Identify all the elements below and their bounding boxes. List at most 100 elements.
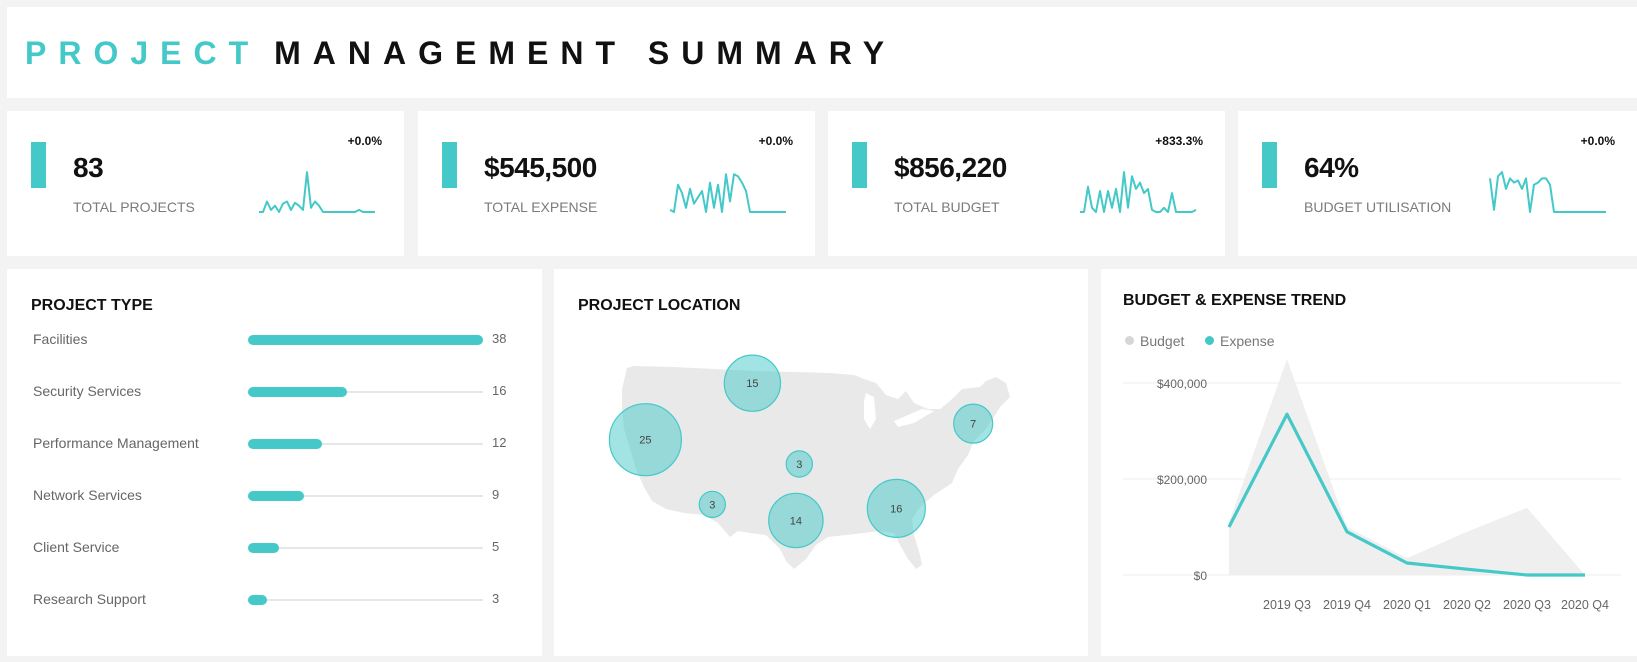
kpi-accent-bar [442, 142, 457, 188]
location-bubble[interactable] [723, 354, 782, 412]
kpi-label: BUDGET UTILISATION [1304, 199, 1452, 215]
location-bubble[interactable] [698, 490, 726, 519]
kpi-budget-utilisation[interactable]: 64% BUDGET UTILISATION +0.0% [1238, 111, 1637, 256]
title-main: MANAGEMENT SUMMARY [274, 35, 897, 71]
y-tick-label: $0 [1194, 569, 1208, 583]
trend-panel: BUDGET & EXPENSE TREND Budget Expense $0… [1101, 269, 1637, 656]
bubble-label: 14 [790, 516, 802, 528]
bar-track [248, 443, 483, 445]
bar-row[interactable]: Security Services 16 [7, 383, 542, 407]
bar-label: Performance Management [33, 435, 199, 451]
bar-fill [248, 543, 279, 553]
bar-fill [248, 595, 267, 605]
sparkline-path [1489, 171, 1606, 213]
kpi-delta: +0.0% [1580, 134, 1615, 148]
bar-row[interactable]: Performance Management 12 [7, 435, 542, 459]
location-bubble[interactable] [866, 478, 926, 538]
sparkline-path [1080, 171, 1197, 213]
kpi-delta: +0.0% [347, 134, 382, 148]
x-tick-label: 2020 Q1 [1383, 598, 1431, 612]
kpi-sparkline [1080, 171, 1197, 213]
page-title: PROJECT MANAGEMENT SUMMARY [25, 35, 896, 72]
bar-value: 5 [492, 539, 500, 554]
legend-expense[interactable]: Expense [1205, 333, 1274, 349]
kpi-value: 83 [73, 152, 104, 183]
bar-fill [248, 439, 323, 449]
kpi-accent-bar [852, 142, 867, 188]
bar-track [248, 391, 483, 393]
bubble-label: 25 [639, 435, 651, 447]
bubble-label: 7 [970, 419, 976, 431]
location-bubble[interactable] [608, 403, 683, 477]
kpi-value: 64% [1304, 152, 1359, 183]
sparkline-path [259, 171, 375, 213]
bubble-label: 16 [890, 503, 902, 515]
bar-value: 3 [492, 591, 500, 606]
legend-label: Expense [1220, 333, 1275, 349]
bar-fill [248, 335, 483, 345]
bar-value: 9 [492, 487, 500, 502]
kpi-total-budget[interactable]: $856,220 TOTAL BUDGET +833.3% [828, 111, 1225, 256]
bar-track [248, 495, 483, 497]
legend-budget[interactable]: Budget [1125, 333, 1184, 349]
kpi-delta: +0.0% [758, 134, 793, 148]
project-type-title: PROJECT TYPE [31, 297, 153, 314]
bar-row[interactable]: Client Service 5 [7, 539, 542, 563]
y-tick-label: $400,000 [1157, 377, 1207, 391]
expense-line [1227, 412, 1585, 577]
bubble-label: 15 [746, 378, 758, 390]
bar-track [248, 547, 483, 549]
kpi-sparkline [1489, 171, 1606, 213]
project-location-title: PROJECT LOCATION [578, 297, 741, 314]
kpi-label: TOTAL BUDGET [894, 199, 1000, 215]
legend-dot-icon [1205, 336, 1214, 345]
bar-label: Network Services [33, 487, 142, 503]
kpi-label: TOTAL EXPENSE [484, 199, 598, 215]
kpi-accent-bar [1262, 142, 1277, 188]
bar-label: Security Services [33, 383, 142, 399]
project-location-panel: PROJECT LOCATION 25 15 7 3 3 14 16 [554, 269, 1088, 656]
sparkline-path [669, 173, 786, 213]
trend-chart[interactable]: $0 $200,000 $400,000 2019 Q3 2019 Q4 2020 Q1 2… [1101, 269, 1637, 656]
legend-label: Budget [1140, 333, 1185, 349]
bar-label: Client Service [33, 539, 120, 555]
kpi-delta: +833.3% [1155, 134, 1203, 148]
x-tick-label: 2020 Q4 [1561, 598, 1609, 612]
kpi-sparkline [259, 171, 375, 213]
legend-dot-icon [1125, 336, 1134, 345]
bar-value: 16 [492, 383, 507, 398]
location-bubble[interactable] [768, 492, 824, 549]
bar-value: 12 [492, 435, 507, 450]
x-tick-label: 2019 Q4 [1323, 598, 1371, 612]
bar-fill [248, 491, 304, 501]
kpi-value: $856,220 [894, 152, 1007, 183]
great-lakes-erie [894, 409, 934, 427]
bar-row[interactable]: Facilities 38 [7, 331, 542, 355]
great-lakes-michigan [864, 393, 876, 429]
project-type-panel: PROJECT TYPE Facilities 38 Security Servic… [7, 269, 542, 656]
location-bubble[interactable] [785, 450, 813, 478]
title-accent: PROJECT [25, 35, 261, 71]
y-tick-label: $200,000 [1157, 473, 1207, 487]
bar-row[interactable]: Research Support 3 [7, 591, 542, 615]
bar-value: 38 [492, 331, 507, 346]
bar-label: Research Support [33, 591, 146, 607]
kpi-value: $545,500 [484, 152, 597, 183]
bar-label: Facilities [33, 331, 88, 347]
location-bubble[interactable] [953, 403, 994, 444]
kpi-accent-bar [31, 142, 46, 188]
trend-title: BUDGET & EXPENSE TREND [1123, 292, 1347, 309]
x-tick-label: 2019 Q3 [1263, 598, 1311, 612]
bar-track [248, 599, 483, 601]
bubble-label: 3 [796, 459, 802, 471]
budget-area [1229, 359, 1585, 575]
bar-fill [248, 387, 347, 397]
kpi-sparkline [669, 173, 786, 213]
kpi-total-expense[interactable]: $545,500 TOTAL EXPENSE +0.0% [418, 111, 815, 256]
bar-row[interactable]: Network Services 9 [7, 487, 542, 511]
x-tick-label: 2020 Q2 [1443, 598, 1491, 612]
header: PROJECT MANAGEMENT SUMMARY [7, 7, 1637, 98]
us-map[interactable]: 25 15 7 3 3 14 16 [554, 269, 1088, 656]
kpi-total-projects[interactable]: 83 TOTAL PROJECTS +0.0% [7, 111, 404, 256]
kpi-label: TOTAL PROJECTS [73, 199, 195, 215]
